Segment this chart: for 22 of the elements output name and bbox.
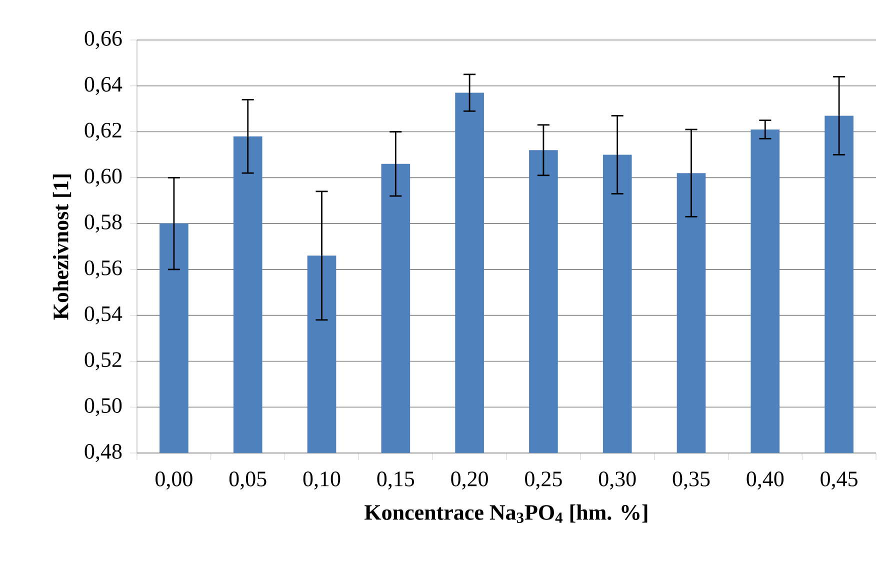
y-axis-title: Kohezivnost [1] — [52, 174, 72, 320]
x-tick-label: 0,05 — [229, 472, 266, 490]
x-axis-title: Koncentrace Na$_{3}$PO$_{4}$ [hm. %] — [364, 504, 648, 523]
y-tick-label: 0,60 — [84, 168, 122, 187]
x-tick-label: 0,35 — [672, 472, 710, 490]
y-tick-label: 0,54 — [84, 306, 122, 324]
x-tick-label: 0,00 — [156, 472, 192, 490]
x-tick-label: 0,10 — [303, 472, 340, 490]
x-tick-label: 0,40 — [746, 472, 784, 490]
y-tick-label: 0,48 — [84, 444, 122, 462]
x-tick-label: 0,15 — [377, 472, 414, 490]
y-tick-label: 0,66 — [84, 30, 122, 50]
y-tick-label: 0,58 — [84, 214, 122, 233]
x-tick-label: 0,25 — [525, 472, 562, 490]
x-tick-label: 0,45 — [820, 472, 858, 490]
y-tick-label: 0,52 — [84, 352, 122, 370]
y-tick-label: 0,62 — [84, 122, 122, 141]
y-tick-label: 0,56 — [84, 260, 122, 278]
x-tick-label: 0,20 — [451, 472, 488, 490]
x-tick-label: 0,30 — [598, 472, 636, 490]
y-tick-label: 0,50 — [84, 398, 122, 416]
y-tick-label: 0,64 — [84, 76, 122, 95]
